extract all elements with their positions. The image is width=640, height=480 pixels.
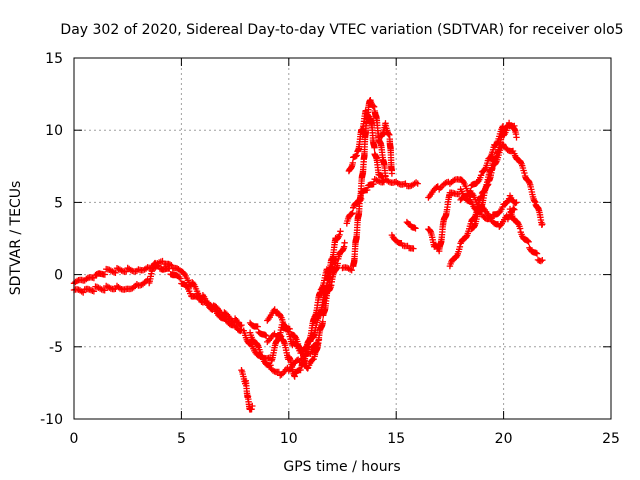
series-points bbox=[468, 119, 518, 233]
series-points bbox=[320, 239, 348, 309]
series-points bbox=[345, 107, 387, 184]
series-track-c bbox=[238, 367, 256, 413]
series-points bbox=[70, 262, 245, 330]
series-points bbox=[425, 186, 518, 255]
series-track-b bbox=[70, 257, 245, 335]
y-tick-labels: -10 -5 0 5 10 15 bbox=[40, 51, 63, 428]
series-track-l bbox=[378, 120, 396, 177]
y-tick-label: -5 bbox=[49, 340, 63, 356]
x-tick-labels: 0 5 10 15 20 25 bbox=[70, 431, 620, 447]
series-track-n bbox=[403, 218, 419, 232]
x-axis-label: GPS time / hours bbox=[283, 459, 400, 475]
series-track-s bbox=[468, 119, 518, 233]
series-points bbox=[238, 367, 256, 413]
y-tick-label: -10 bbox=[40, 412, 63, 428]
series-points bbox=[506, 205, 546, 265]
series-track-a bbox=[70, 262, 245, 330]
series-points bbox=[388, 231, 417, 252]
y-tick-label: 15 bbox=[45, 51, 63, 67]
series-track-p bbox=[425, 186, 518, 255]
series-track-k bbox=[345, 107, 387, 184]
series-track-j bbox=[339, 97, 389, 274]
x-tick-label: 20 bbox=[495, 431, 513, 447]
x-tick-label: 5 bbox=[177, 431, 186, 447]
axis-ticks bbox=[73, 57, 612, 420]
series-points bbox=[378, 120, 396, 177]
y-tick-label: 5 bbox=[54, 195, 63, 211]
x-tick-label: 15 bbox=[387, 431, 405, 447]
series-points bbox=[403, 218, 419, 232]
y-tick-label: 0 bbox=[54, 268, 63, 284]
series-track-e bbox=[246, 263, 335, 372]
grid-lines bbox=[74, 58, 611, 419]
series-points bbox=[339, 97, 389, 274]
y-axis-label: SDTVAR / TECUs bbox=[8, 181, 24, 296]
data-points bbox=[70, 97, 546, 413]
chart-title: Day 302 of 2020, Sidereal Day-to-day VTE… bbox=[60, 22, 623, 38]
y-tick-label: 10 bbox=[45, 123, 63, 139]
x-tick-label: 10 bbox=[280, 431, 298, 447]
plot-frame bbox=[73, 57, 612, 420]
series-track-m bbox=[388, 231, 417, 252]
series-track-h bbox=[320, 239, 348, 309]
series-points bbox=[246, 263, 335, 372]
x-tick-label: 0 bbox=[70, 431, 79, 447]
series-points bbox=[70, 257, 245, 335]
series-track-t bbox=[506, 205, 546, 265]
x-tick-label: 25 bbox=[602, 431, 620, 447]
